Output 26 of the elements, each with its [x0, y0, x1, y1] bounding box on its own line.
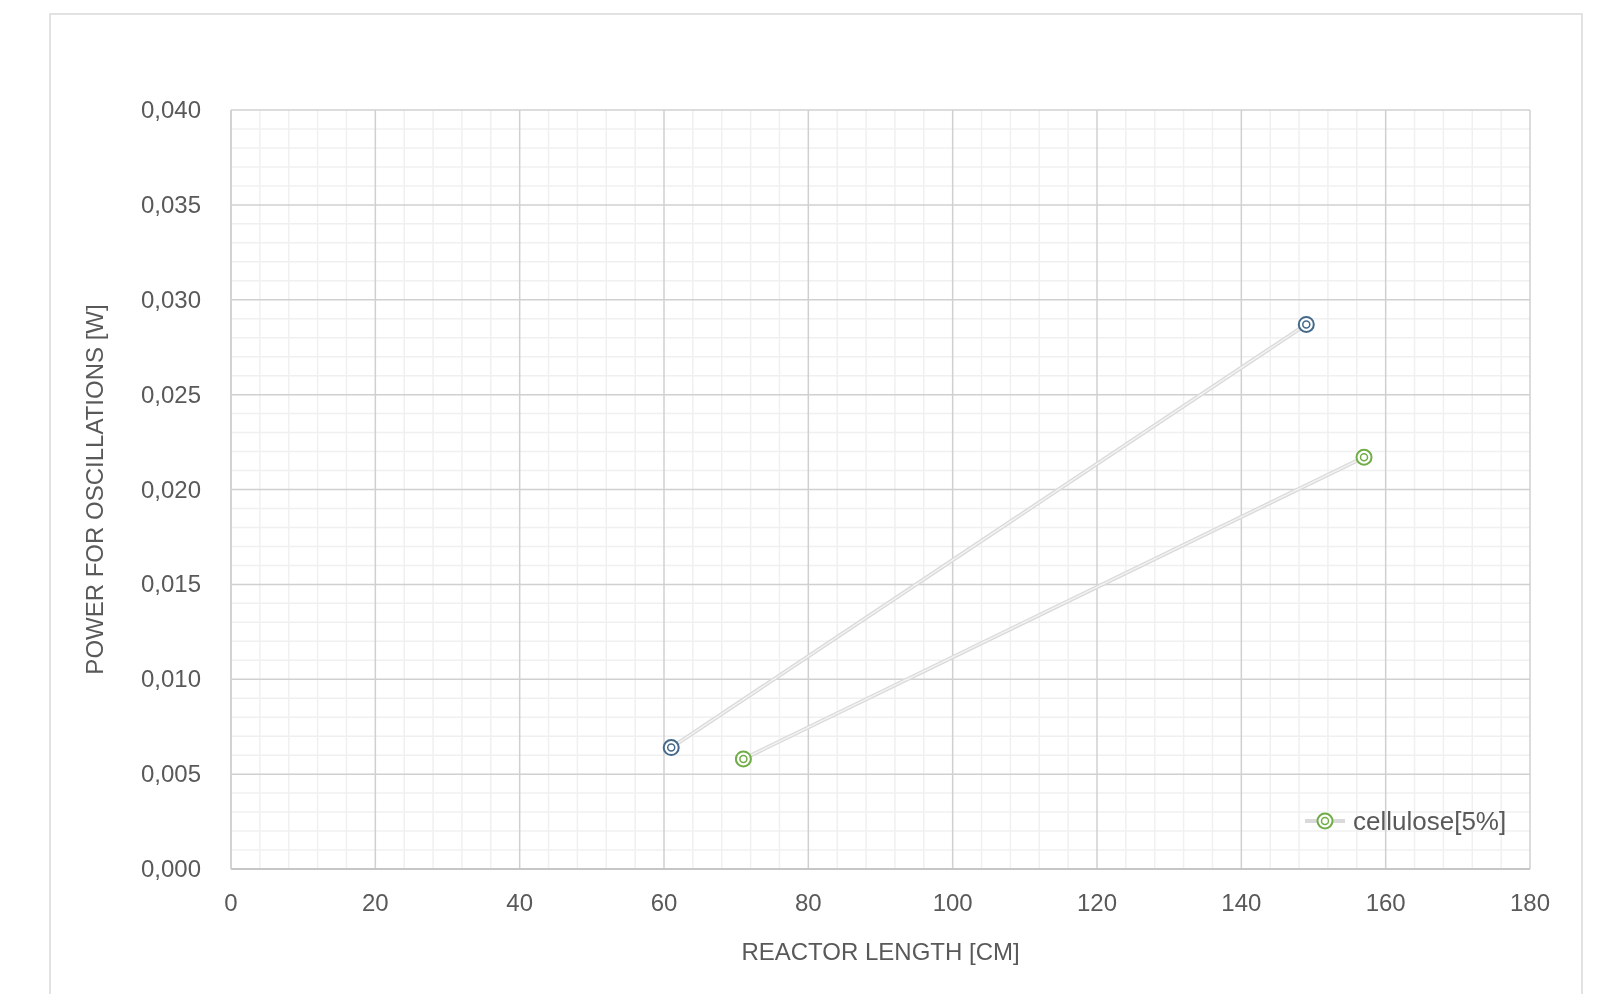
x-tick-label: 80 — [794, 889, 822, 916]
x-tick-label: 20 — [361, 889, 389, 916]
x-tick-label: 140 — [1221, 889, 1262, 916]
y-tick-label: 0,035 — [140, 190, 201, 218]
y-tick-label: 0,015 — [140, 570, 201, 598]
x-tick-label: 60 — [650, 889, 678, 916]
point — [1355, 448, 1373, 466]
point — [662, 739, 680, 757]
y-tick-label: 0,005 — [140, 760, 201, 788]
y-tick-label: 0,020 — [140, 475, 201, 503]
x-tick-label: 160 — [1365, 889, 1406, 916]
y-tick-label: 0,040 — [140, 96, 201, 123]
y-tick-label: 0,030 — [140, 285, 201, 313]
x-tick-label: 180 — [1509, 889, 1551, 916]
x-tick-label: 120 — [1076, 889, 1118, 916]
x-axis-title: REACTOR LENGTH [CM] — [741, 938, 1020, 965]
x-tick-label: 100 — [932, 889, 973, 916]
y-tick-label: 0,025 — [140, 380, 201, 408]
y-tick-label: 0,000 — [140, 855, 201, 882]
x-tick-label: 0 — [224, 889, 238, 916]
point — [734, 750, 752, 768]
y-axis-title: POWER FOR OSCILLATIONS [W] — [81, 304, 108, 675]
y-tick-label: 0,010 — [140, 665, 201, 693]
point — [1297, 315, 1315, 333]
x-tick-label: 40 — [506, 889, 534, 916]
legend-label: cellulose[5%] — [1353, 806, 1507, 836]
